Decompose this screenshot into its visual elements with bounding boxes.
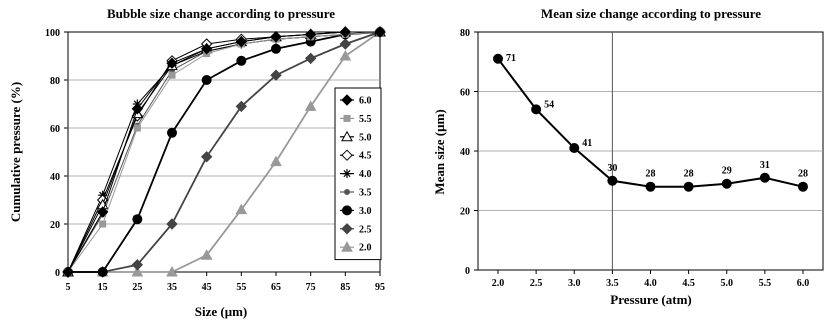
- bubble-size-chart: Bubble size change according to pressure…: [8, 6, 385, 319]
- chart2-data-point: [760, 173, 770, 183]
- chart1-data-point: [202, 75, 212, 85]
- chart1-x-tick-label: 65: [271, 282, 281, 293]
- chart2-data-label: 71: [506, 53, 516, 64]
- chart1-y-tick-label: 60: [50, 124, 60, 135]
- chart1-data-point: [98, 267, 108, 277]
- chart2-data-point: [798, 182, 808, 192]
- chart2-y-tick-label: 0: [465, 266, 470, 277]
- chart2-y-tick-label: 20: [460, 207, 470, 218]
- chart2-x-tick-label: 3.0: [568, 278, 581, 289]
- chart2-data-point: [722, 179, 732, 189]
- chart2-data-label: 28: [646, 169, 656, 180]
- chart2-data-label: 28: [684, 169, 694, 180]
- chart2-data-point: [684, 182, 694, 192]
- chart2-x-axis-label: Pressure (atm): [610, 292, 691, 307]
- chart2-data-label: 28: [798, 169, 808, 180]
- chart2-data-label: 54: [544, 99, 554, 110]
- chart2-y-tick-label: 40: [460, 147, 470, 158]
- chart2-data-point: [646, 182, 656, 192]
- chart1-y-tick-label: 0: [55, 268, 60, 279]
- chart2-x-tick-label: 5.0: [721, 278, 734, 289]
- chart1-x-tick-label: 5: [66, 282, 71, 293]
- chart2-data-point: [493, 54, 503, 64]
- chart1-plot-area: [68, 32, 380, 272]
- chart1-y-tick-label: 40: [50, 172, 60, 183]
- chart1-data-point: [99, 221, 106, 228]
- chart1-legend-label: 2.0: [359, 243, 372, 254]
- chart2-data-point: [569, 143, 579, 153]
- chart2-x-tick-label: 4.5: [682, 278, 695, 289]
- chart1-data-point: [271, 44, 281, 54]
- chart1-legend-label: 4.0: [359, 169, 372, 180]
- chart1-legend-label: 3.5: [359, 188, 372, 199]
- chart1-legend-label: 3.0: [359, 206, 372, 217]
- chart1-y-axis-label: Cumulative pressure (%): [8, 82, 23, 222]
- chart1-legend-label: 5.5: [359, 114, 372, 125]
- chart1-data-point: [169, 72, 176, 79]
- chart2-data-point: [531, 104, 541, 114]
- chart1-legend-label: 2.5: [359, 224, 372, 235]
- chart1-legend-marker: [342, 205, 352, 215]
- chart2-data-label: 29: [722, 166, 732, 177]
- chart1-legend-marker: [344, 115, 351, 122]
- chart2-data-point: [607, 176, 617, 186]
- chart1-legend-label: 6.0: [359, 96, 372, 107]
- chart2-x-tick-label: 5.5: [759, 278, 772, 289]
- chart1-data-point: [236, 56, 246, 66]
- chart1-data-point: [167, 128, 177, 138]
- chart1-y-tick-label: 20: [50, 220, 60, 231]
- mean-size-chart: Mean size change according to pressure P…: [432, 6, 823, 307]
- chart1-x-tick-label: 75: [306, 282, 316, 293]
- chart2-x-tick-label: 2.0: [492, 278, 505, 289]
- chart1-x-tick-label: 95: [375, 282, 385, 293]
- chart1-x-tick-label: 15: [98, 282, 108, 293]
- chart1-y-tick-label: 100: [45, 28, 60, 39]
- chart1-legend-label: 5.0: [359, 132, 372, 143]
- chart2-data-label: 30: [607, 163, 617, 174]
- chart1-y-tick-label: 80: [50, 76, 60, 87]
- chart1-title: Bubble size change according to pressure: [107, 6, 335, 21]
- chart1-legend-marker: [343, 169, 352, 178]
- chart1-legend-marker: [344, 189, 350, 195]
- chart2-y-tick-label: 80: [460, 28, 470, 39]
- chart1-legend-label: 4.5: [359, 151, 372, 162]
- chart1-x-axis-label: Size (μm): [195, 304, 248, 319]
- chart2-title: Mean size change according to pressure: [541, 6, 761, 21]
- chart2-x-tick-label: 2.5: [530, 278, 543, 289]
- chart1-x-tick-label: 45: [202, 282, 212, 293]
- chart1-data-point: [132, 214, 142, 224]
- chart2-x-tick-label: 3.5: [606, 278, 619, 289]
- chart2-y-axis-label: Mean size (μm): [432, 109, 447, 194]
- chart2-data-label: 41: [582, 138, 592, 149]
- chart1-data-point: [134, 125, 141, 132]
- chart2-x-tick-label: 6.0: [797, 278, 810, 289]
- chart1-x-tick-label: 85: [340, 282, 350, 293]
- chart2-y-tick-label: 60: [460, 88, 470, 99]
- chart1-x-tick-label: 25: [132, 282, 142, 293]
- chart2-data-label: 31: [760, 160, 770, 171]
- chart1-x-tick-label: 35: [167, 282, 177, 293]
- chart2-x-tick-label: 4.0: [644, 278, 657, 289]
- chart1-x-tick-label: 55: [236, 282, 246, 293]
